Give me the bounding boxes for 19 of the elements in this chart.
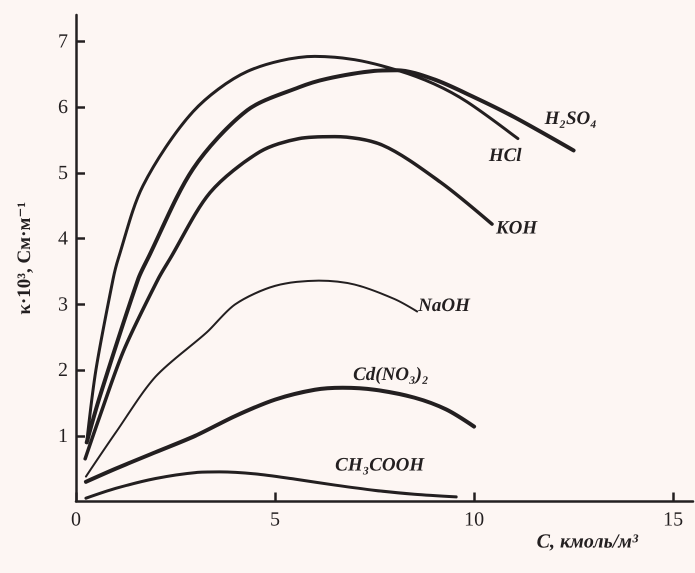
series-label: HCl [488,145,522,166]
x-tick-label: 10 [464,508,484,530]
y-tick-label: 4 [58,228,68,250]
x-tick-label: 5 [270,508,280,530]
x-tick-label: 0 [71,508,81,530]
series-label: CH₃COOH [335,454,426,476]
series-label: H₂SO₄ [544,108,597,129]
y-axis-title: κ·10³, См·м⁻¹ [14,202,35,315]
y-tick-label: 3 [58,293,68,316]
series-label: Cd(NO₃)₂ [353,364,429,386]
x-axis-title: C, кмоль/м³ [536,530,639,552]
series-label: NaOH [417,295,472,316]
y-tick-label: 6 [58,96,68,118]
y-tick-label: 1 [58,424,68,447]
series-label: KOH [494,218,538,239]
y-tick-label: 5 [58,162,68,184]
y-tick-label: 7 [58,30,68,52]
x-tick-label: 15 [663,508,684,530]
y-tick-label: 2 [58,359,68,382]
